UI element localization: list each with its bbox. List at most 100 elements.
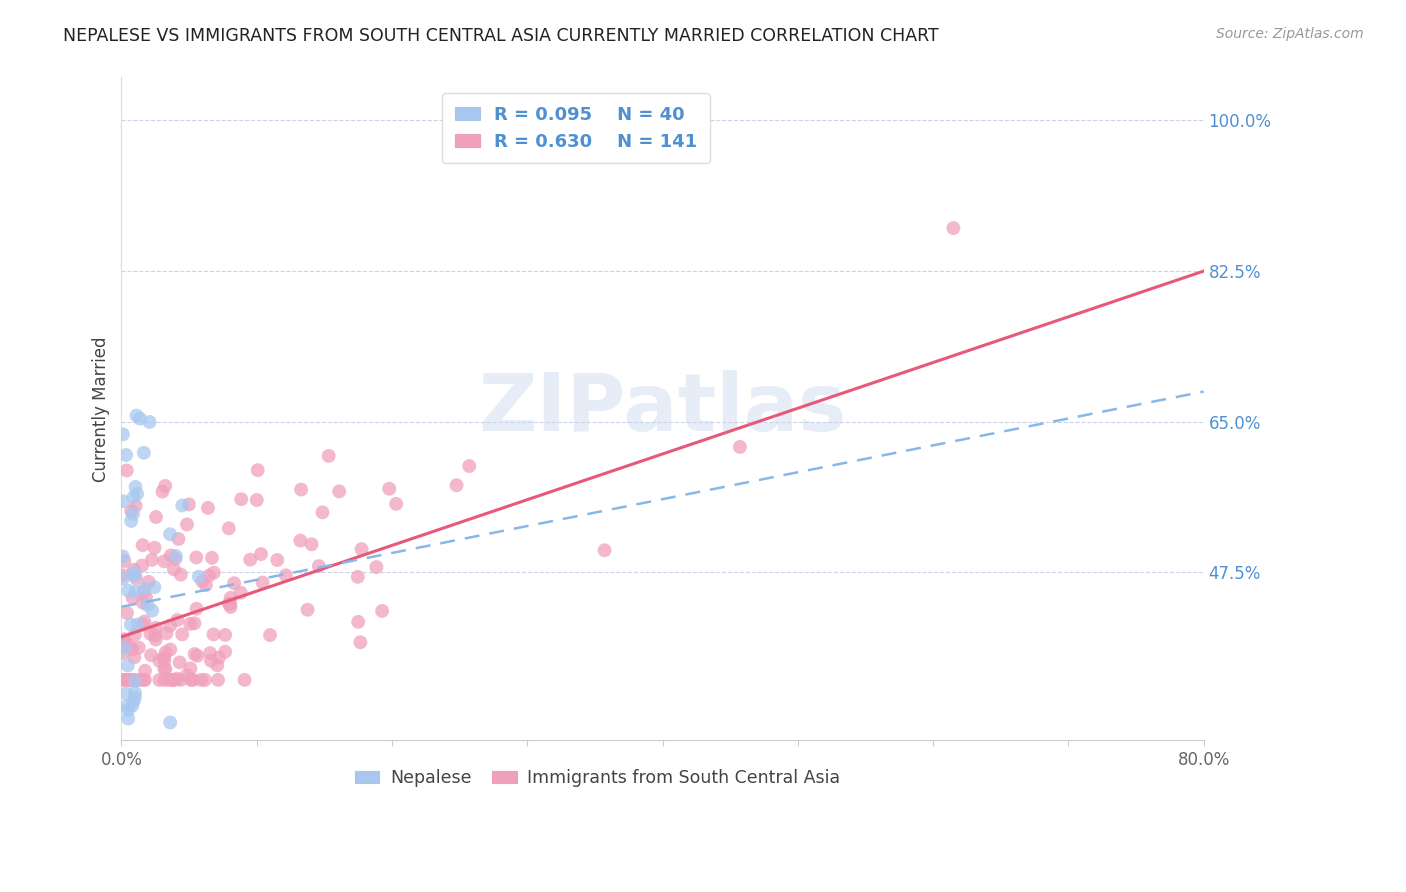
Point [214, 628, 236, 642]
Point [252, 575, 274, 590]
Point [198, 646, 221, 660]
Point [124, 499, 146, 513]
Point [121, 698, 143, 713]
Point [117, 583, 139, 598]
Point [124, 480, 146, 494]
Point [728, 440, 751, 454]
Point [155, 626, 177, 640]
Point [366, 560, 388, 574]
Point [143, 629, 166, 643]
Text: ZIPatlas: ZIPatlas [478, 370, 846, 448]
Point [145, 621, 167, 635]
Point [111, 568, 134, 582]
Point [153, 554, 176, 568]
Point [163, 562, 186, 576]
Point [155, 645, 177, 659]
Point [170, 673, 193, 687]
Point [111, 494, 134, 508]
Point [111, 427, 134, 442]
Point [328, 484, 350, 499]
Point [122, 507, 145, 521]
Point [311, 505, 333, 519]
Point [121, 642, 143, 657]
Point [143, 541, 166, 555]
Point [208, 650, 231, 665]
Point [128, 640, 150, 655]
Point [121, 673, 143, 687]
Point [115, 687, 138, 701]
Point [198, 568, 221, 582]
Point [132, 673, 155, 687]
Point [148, 673, 170, 687]
Point [118, 673, 141, 687]
Point [219, 600, 242, 615]
Point [183, 616, 205, 631]
Point [138, 415, 160, 429]
Point [347, 570, 370, 584]
Point [111, 673, 134, 687]
Point [318, 449, 340, 463]
Point [150, 484, 173, 499]
Point [139, 648, 162, 662]
Point [186, 648, 208, 663]
Point [458, 458, 481, 473]
Point [157, 673, 180, 687]
Point [127, 487, 149, 501]
Point [117, 673, 139, 687]
Point [153, 650, 176, 665]
Point [186, 601, 208, 615]
Point [229, 585, 252, 599]
Point [166, 613, 188, 627]
Point [219, 597, 242, 611]
Point [124, 674, 146, 689]
Point [120, 673, 142, 687]
Point [131, 558, 153, 573]
Point [246, 463, 269, 477]
Point [111, 646, 134, 660]
Point [115, 606, 138, 620]
Point [117, 703, 139, 717]
Point [200, 654, 222, 668]
Point [136, 598, 159, 612]
Point [127, 617, 149, 632]
Point [120, 617, 142, 632]
Point [159, 619, 181, 633]
Point [124, 690, 146, 705]
Point [155, 662, 177, 676]
Point [166, 672, 188, 686]
Point [118, 639, 141, 653]
Point [250, 547, 273, 561]
Point [115, 448, 138, 462]
Point [179, 661, 201, 675]
Point [159, 527, 181, 541]
Point [446, 478, 468, 492]
Point [266, 553, 288, 567]
Point [259, 628, 281, 642]
Point [111, 634, 134, 648]
Point [290, 483, 312, 497]
Point [135, 591, 157, 605]
Point [169, 656, 191, 670]
Point [124, 584, 146, 599]
Point [112, 554, 135, 568]
Point [202, 566, 225, 580]
Point [162, 673, 184, 687]
Point [145, 632, 167, 647]
Point [129, 673, 152, 687]
Point [308, 559, 330, 574]
Point [301, 537, 323, 551]
Point [129, 411, 152, 425]
Point [290, 533, 312, 548]
Point [181, 673, 204, 687]
Point [122, 694, 145, 708]
Point [274, 568, 297, 582]
Point [153, 653, 176, 667]
Point [219, 591, 242, 605]
Point [153, 662, 176, 676]
Point [115, 673, 138, 687]
Point [179, 616, 201, 631]
Point [239, 552, 262, 566]
Point [148, 654, 170, 668]
Point [385, 497, 408, 511]
Point [141, 553, 163, 567]
